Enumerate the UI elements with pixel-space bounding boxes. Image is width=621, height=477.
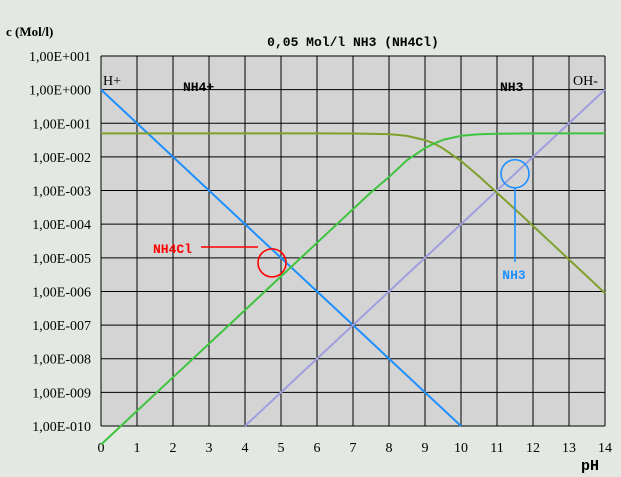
y-tick-label: 1,00E-006 [32, 285, 91, 300]
series-label-h: H+ [103, 74, 121, 89]
x-tick-label: 12 [526, 441, 540, 456]
annotation-nh4cl-circle [257, 248, 287, 278]
series-label-nh4: NH4+ [183, 80, 214, 95]
x-tick-label: 6 [314, 441, 321, 456]
series-label-oh: OH- [573, 74, 598, 89]
series-nh3-line [100, 132, 605, 446]
y-tick-label: 1,00E-005 [32, 252, 91, 267]
x-tick-label: 9 [422, 441, 429, 456]
series-nh4-line [101, 132, 606, 294]
x-tick-label: 1 [134, 441, 141, 456]
x-tick-labels: 0 1 2 3 4 5 6 7 8 9 10 11 12 13 14 [98, 441, 613, 456]
y-tick-label: 1,00E-009 [32, 386, 91, 401]
series-h-line [100, 88, 462, 427]
y-tick-label: 1,00E-008 [32, 353, 91, 368]
y-tick-label: 1,00E+001 [29, 50, 91, 65]
y-tick-label: 1,00E-004 [32, 218, 91, 233]
x-tick-label: 14 [598, 441, 612, 456]
x-tick-label: 13 [562, 441, 576, 456]
series-label-nh3: NH3 [500, 80, 524, 95]
y-tick-label: 1,00E-003 [32, 185, 91, 200]
y-tick-label: 1,00E-002 [32, 151, 91, 166]
x-tick-label: 0 [98, 441, 105, 456]
x-tick-label: 3 [206, 441, 213, 456]
annotation-nh4cl-label: NH4Cl [153, 242, 192, 257]
x-axis-label: pH [581, 458, 599, 475]
y-tick-label: 1,00E-001 [32, 117, 91, 132]
series-oh-line [244, 88, 606, 427]
x-tick-label: 4 [242, 441, 249, 456]
x-tick-label: 11 [490, 441, 503, 456]
annotation-marks [201, 158, 530, 278]
x-tick-label: 2 [170, 441, 177, 456]
series-lines [100, 88, 606, 446]
y-tick-labels: 1,00E+001 1,00E+000 1,00E-001 1,00E-002 1,00… [29, 50, 91, 435]
y-tick-label: 1,00E+000 [29, 84, 91, 99]
grid [100, 55, 606, 427]
x-tick-label: 10 [454, 441, 468, 456]
annotation-nh3-label: NH3 [502, 268, 526, 283]
y-tick-label: 1,00E-007 [32, 319, 91, 334]
y-axis-label: c (Mol/l) [6, 24, 53, 39]
y-tick-label: 1,00E-010 [32, 420, 91, 435]
x-tick-label: 5 [278, 441, 285, 456]
chart-title: 0,05 Mol/l NH3 (NH4Cl) [267, 35, 439, 50]
x-tick-label: 8 [386, 441, 393, 456]
x-tick-label: 7 [350, 441, 357, 456]
